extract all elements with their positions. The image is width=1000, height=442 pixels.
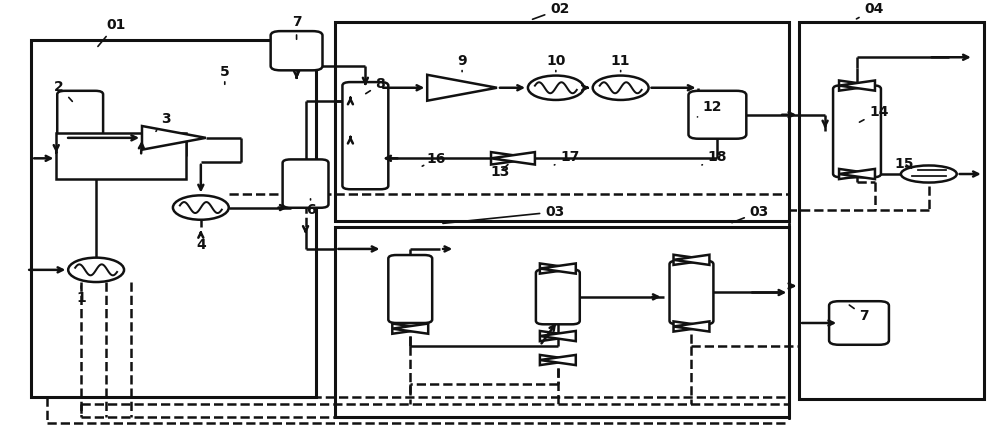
Text: 4: 4 [196,234,206,252]
Polygon shape [142,126,206,150]
Circle shape [68,258,124,282]
Polygon shape [839,169,875,179]
Polygon shape [674,321,709,332]
Text: 03: 03 [732,205,769,223]
Polygon shape [674,321,709,332]
Polygon shape [392,324,428,334]
FancyBboxPatch shape [833,85,881,177]
Ellipse shape [901,165,957,183]
Circle shape [593,76,649,100]
Text: 02: 02 [533,2,570,19]
Bar [56,133,186,179]
Polygon shape [839,169,875,179]
Text: 3: 3 [156,112,171,131]
Polygon shape [392,324,428,334]
FancyBboxPatch shape [271,31,322,70]
Polygon shape [674,255,709,265]
Text: 8: 8 [366,77,385,94]
Text: 03: 03 [443,205,564,223]
Polygon shape [540,263,576,274]
FancyBboxPatch shape [342,82,388,189]
FancyBboxPatch shape [670,261,713,324]
Text: 17: 17 [554,150,579,165]
Text: 12: 12 [697,100,722,117]
Text: 18: 18 [702,150,727,165]
Text: 2: 2 [54,80,72,101]
Text: 6: 6 [306,199,315,217]
Polygon shape [427,75,497,101]
Text: 7: 7 [292,15,301,39]
Bar [31,40,316,397]
Polygon shape [540,263,576,274]
Text: 15: 15 [894,156,914,171]
Bar [799,23,984,399]
Polygon shape [540,331,576,341]
Circle shape [528,76,584,100]
Polygon shape [674,255,709,265]
Polygon shape [491,152,535,164]
FancyBboxPatch shape [57,91,103,146]
Text: 11: 11 [611,54,630,72]
Text: 5: 5 [220,65,230,84]
Text: 9: 9 [457,54,467,72]
Bar [335,23,789,221]
Circle shape [173,195,229,220]
FancyBboxPatch shape [688,91,746,139]
Text: 14: 14 [859,105,889,122]
Text: 16: 16 [422,152,446,166]
Polygon shape [540,355,576,365]
Text: 04: 04 [856,2,884,19]
Polygon shape [540,331,576,341]
Polygon shape [839,80,875,91]
Text: 13: 13 [490,164,510,179]
Polygon shape [491,152,535,164]
FancyBboxPatch shape [536,270,580,324]
Text: 10: 10 [546,54,566,72]
Text: 1: 1 [76,286,86,305]
FancyBboxPatch shape [829,301,889,345]
FancyBboxPatch shape [388,255,432,323]
Polygon shape [540,355,576,365]
Text: 01: 01 [98,18,126,46]
FancyBboxPatch shape [283,160,328,208]
Bar [335,227,789,417]
Text: 7: 7 [849,305,869,323]
Polygon shape [839,80,875,91]
